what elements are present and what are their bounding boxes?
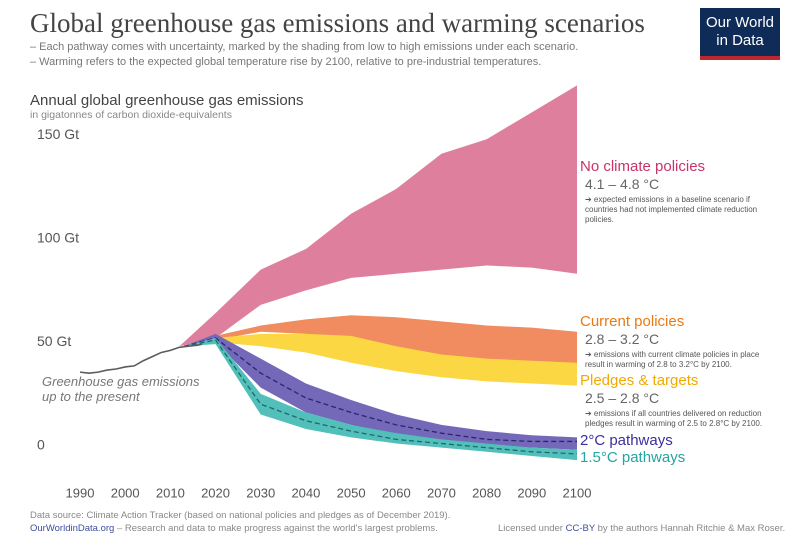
x-tick-label: 2020 xyxy=(201,485,230,500)
history-label: Greenhouse gas emissions up to the prese… xyxy=(42,374,200,404)
x-tick-label: 2060 xyxy=(382,485,411,500)
logo-text: Our World xyxy=(705,14,775,31)
site-link[interactable]: OurWorldinData.org xyxy=(30,523,115,534)
scenario-note: ➔ emissions with current climate policie… xyxy=(585,350,760,369)
x-tick-label: 1990 xyxy=(66,485,95,500)
scenario-name: Pledges & targets xyxy=(580,372,699,389)
scenario-band xyxy=(183,333,577,386)
x-tick-label: 2070 xyxy=(427,485,456,500)
source: Data source: Climate Action Tracker (bas… xyxy=(30,510,451,521)
scenario-note: ➔ emissions if all countries delivered o… xyxy=(585,409,763,428)
scenario-temperature: 2.5 – 2.8 °C xyxy=(585,390,660,406)
median-line xyxy=(183,339,578,455)
median-line xyxy=(183,337,577,443)
axis-title: Annual global greenhouse gas emissions xyxy=(30,92,304,109)
scenario-band xyxy=(183,315,577,365)
license: Licensed under xyxy=(498,523,563,534)
scenario-name: Current policies xyxy=(580,313,685,330)
x-tick-label: 2040 xyxy=(291,485,320,500)
subtitle: – Warming refers to the expected global … xyxy=(30,56,542,68)
tagline: – Research and data to make progress aga… xyxy=(116,523,438,534)
license: by the authors Hannah Ritchie & Max Rose… xyxy=(597,523,786,534)
y-tick-label: 50 Gt xyxy=(37,333,71,349)
x-tick-label: 2030 xyxy=(246,485,275,500)
x-tick-label: 2050 xyxy=(337,485,366,500)
logo-text: in Data xyxy=(716,32,764,49)
x-tick-label: 2090 xyxy=(517,485,546,500)
y-tick-label: 100 Gt xyxy=(37,229,79,245)
scenario-band xyxy=(183,333,577,450)
scenario-temperature: 4.1 – 4.8 °C xyxy=(585,176,660,192)
x-tick-label: 2080 xyxy=(472,485,501,500)
axis-subtitle: in gigatonnes of carbon dioxide-equivale… xyxy=(30,109,232,121)
scenario-name: 1.5°C pathways xyxy=(580,449,686,466)
scenario-name: 2°C pathways xyxy=(580,432,673,449)
y-tick-label: 150 Gt xyxy=(37,126,79,142)
y-tick-label: 0 xyxy=(37,436,45,452)
subtitle: – Each pathway comes with uncertainty, m… xyxy=(30,41,579,53)
scenario-temperature: 2.8 – 3.2 °C xyxy=(585,331,660,347)
x-tick-label: 2000 xyxy=(111,485,140,500)
logo[interactable]: Our World in Data xyxy=(700,8,780,60)
history-line xyxy=(79,343,203,374)
x-tick-label: 2100 xyxy=(563,485,592,500)
title: Global greenhouse gas emissions and warm… xyxy=(30,8,645,38)
scenario-name: No climate policies xyxy=(580,158,706,175)
license-link[interactable]: CC-BY xyxy=(565,523,595,534)
x-tick-label: 2010 xyxy=(156,485,185,500)
scenario-band xyxy=(179,85,577,347)
scenario-note: ➔ expected emissions in a baseline scena… xyxy=(585,195,758,224)
